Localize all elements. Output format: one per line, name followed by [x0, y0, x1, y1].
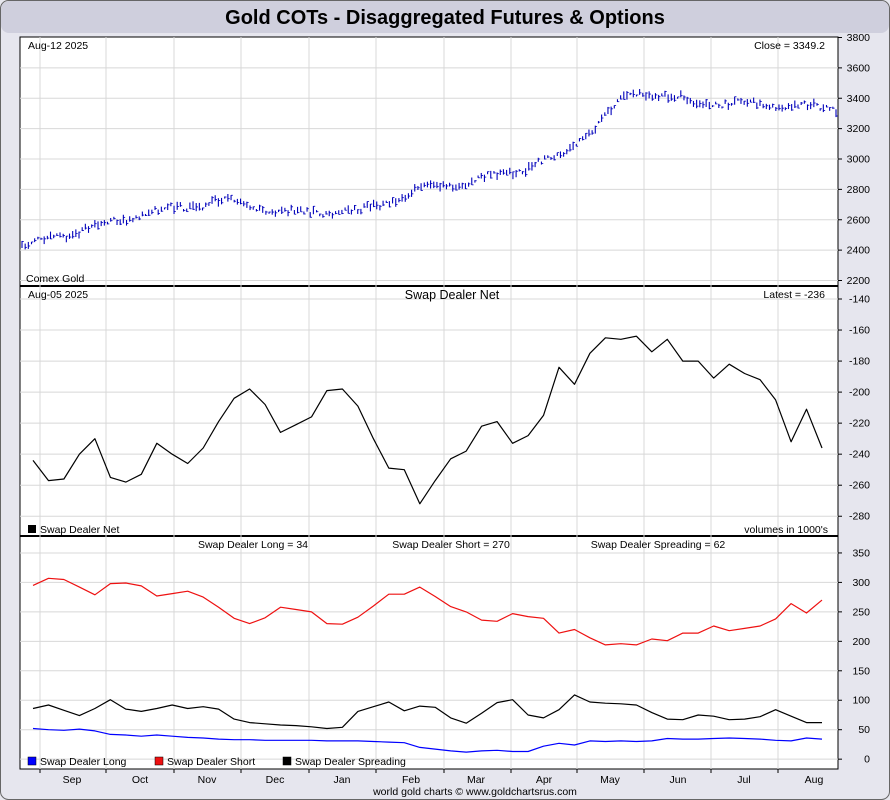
x-tick-label-jul: Jul	[737, 774, 750, 786]
y-tick-label: 200	[852, 636, 870, 648]
y-tick-label: 3800	[847, 32, 871, 44]
price-corner-label: Comex Gold	[26, 273, 85, 285]
y-tick-label: -220	[849, 418, 870, 430]
x-tick-label-aug: Aug	[805, 774, 824, 786]
y-tick-label: -180	[849, 356, 870, 368]
price-bars	[21, 89, 838, 250]
positions-panel	[19, 535, 839, 770]
x-tick-label-apr: Apr	[536, 774, 553, 786]
x-tick-label-oct: Oct	[132, 774, 148, 786]
price-panel	[19, 36, 839, 287]
short-header-label: Swap Dealer Short = 270	[392, 539, 510, 551]
series-lines	[32, 335, 823, 753]
legend-label-spreading: Swap Dealer Spreading	[295, 756, 406, 768]
x-tick-label-mar: Mar	[467, 774, 486, 786]
y-tick-label: 2200	[847, 275, 871, 287]
y-tick-label: 150	[852, 665, 870, 677]
net-date-label: Aug-05 2025	[28, 289, 88, 301]
spreading-header-label: Swap Dealer Spreading = 62	[591, 539, 726, 551]
x-tick-label-sep: Sep	[63, 774, 82, 786]
chart-title: Gold COTs - Disaggregated Futures & Opti…	[225, 7, 665, 29]
legend-swatch-long	[27, 756, 37, 766]
long-header-label: Swap Dealer Long = 34	[198, 539, 308, 551]
y-tick-label: 100	[852, 695, 870, 707]
net-legend-label: Swap Dealer Net	[40, 524, 119, 536]
y-tick-label: 350	[852, 547, 870, 559]
series-swap-dealer-net	[32, 335, 823, 505]
y-tick-label: 0	[864, 754, 870, 766]
x-tick-label-may: May	[600, 774, 621, 786]
y-tick-label: 3400	[847, 93, 871, 105]
x-tick-label-dec: Dec	[266, 774, 285, 786]
x-tick-label-nov: Nov	[198, 774, 217, 786]
x-tick-label-feb: Feb	[402, 774, 420, 786]
x-tick-label-jun: Jun	[670, 774, 687, 786]
y-tick-label: 3000	[847, 154, 871, 166]
y-tick-label: 50	[858, 724, 870, 736]
series-swap-dealer-spreading	[32, 694, 822, 730]
y-tick-label: 2800	[847, 184, 871, 196]
y-tick-label: 2600	[847, 214, 871, 226]
net-latest-label: Latest = -236	[763, 289, 825, 301]
series-swap-dealer-long	[32, 727, 823, 753]
footer-credit: world gold charts © www.goldchartsrus.co…	[372, 786, 577, 798]
axis-labels: Sep Oct Nov Dec Jan Feb Mar Apr May Jun Jul Aug 2200…	[39, 32, 871, 786]
y-tick-label: 3600	[847, 62, 871, 74]
legend-swatch-short	[154, 756, 164, 766]
y-tick-label: -140	[849, 294, 870, 306]
legend-label-short: Swap Dealer Short	[167, 756, 255, 768]
y-tick-label: 300	[852, 577, 870, 589]
price-date-label: Aug-12 2025	[28, 40, 88, 52]
y-tick-label: -280	[849, 511, 870, 523]
volumes-note: volumes in 1000's	[744, 524, 828, 536]
y-tick-label: 2400	[847, 245, 871, 257]
y-tick-label: -260	[849, 480, 870, 492]
y-tick-label: -200	[849, 387, 870, 399]
price-close-label: Close = 3349.2	[754, 40, 825, 52]
y-tick-label: -240	[849, 449, 870, 461]
grid-layer	[20, 37, 838, 769]
title-bar	[1, 1, 889, 33]
legend-label-long: Swap Dealer Long	[40, 756, 127, 768]
y-tick-label: 250	[852, 606, 870, 618]
y-tick-label: 3200	[847, 123, 871, 135]
net-legend-swatch	[28, 525, 36, 533]
legend-swatch-spreading	[282, 756, 292, 766]
net-panel	[19, 285, 839, 537]
net-panel-title: Swap Dealer Net	[405, 288, 500, 302]
series-swap-dealer-short	[32, 577, 823, 646]
x-tick-label-jan: Jan	[334, 774, 351, 786]
y-tick-label: -160	[849, 325, 870, 337]
